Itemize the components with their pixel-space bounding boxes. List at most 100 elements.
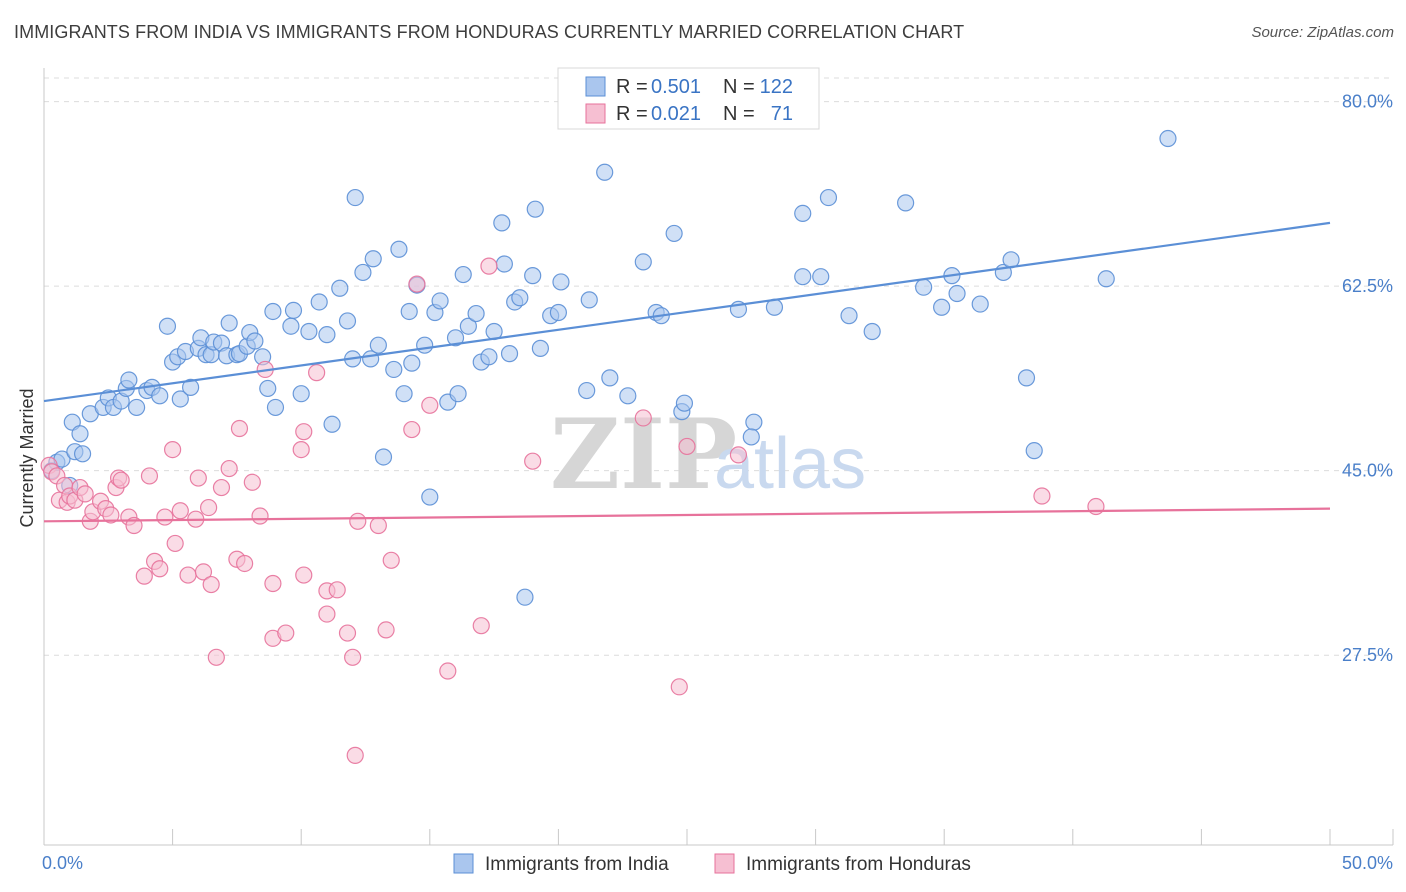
honduras-point (212, 478, 231, 497)
honduras-point (670, 678, 688, 696)
india-point (493, 214, 511, 232)
chart-title: IMMIGRANTS FROM INDIA VS IMMIGRANTS FROM… (14, 22, 965, 42)
india-point (73, 445, 92, 463)
honduras-point (295, 423, 313, 441)
honduras-point (102, 506, 120, 524)
honduras-trend-line (43, 507, 1331, 523)
india-points (43, 129, 1177, 606)
honduras-point (377, 621, 395, 639)
india-point (310, 293, 328, 311)
honduras-n-label: N = (723, 103, 755, 125)
honduras-point (439, 662, 457, 680)
india-point (259, 379, 277, 398)
honduras-swatch (585, 103, 606, 124)
india-point (266, 398, 285, 417)
india-n-label: N = (723, 76, 755, 98)
india-point (897, 194, 915, 212)
honduras-point (277, 624, 295, 642)
honduras-point (230, 419, 249, 438)
honduras-point (189, 469, 207, 487)
india-point (459, 317, 477, 335)
india-point (449, 385, 467, 403)
honduras-point (194, 563, 213, 581)
honduras-point (346, 746, 364, 764)
x-tick-max: 50.0% (1342, 853, 1393, 873)
honduras-point (76, 485, 94, 503)
honduras-r-value: 0.021 (651, 103, 701, 125)
india-point (794, 204, 812, 223)
india-point (403, 354, 421, 372)
india-point (151, 387, 169, 405)
india-r-label: R = (616, 76, 648, 98)
india-point (171, 390, 189, 408)
stats-box: R = 0.501 N = 122 R = 0.021 N = 71 (557, 67, 820, 130)
axes (43, 68, 1394, 846)
india-point (318, 326, 336, 344)
honduras-point (1087, 497, 1105, 516)
honduras-point (179, 566, 197, 584)
y-tick-labels: 27.5% 45.0% 62.5% 80.0% (1342, 92, 1393, 666)
india-point (467, 304, 485, 323)
india-swatch (585, 76, 606, 97)
honduras-point (264, 574, 282, 593)
y-tick-label: 80.0% (1342, 92, 1393, 112)
y-tick-label: 62.5% (1342, 276, 1393, 296)
india-point (374, 448, 393, 466)
honduras-point (1033, 487, 1051, 505)
india-point (158, 317, 177, 335)
india-point (421, 488, 439, 506)
legend-india-swatch (453, 853, 474, 874)
india-point (511, 289, 529, 307)
honduras-point (729, 446, 748, 464)
india-r-value: 0.501 (651, 76, 701, 98)
honduras-point (344, 648, 362, 666)
honduras-point (524, 452, 542, 470)
india-point (220, 314, 238, 332)
honduras-point (207, 648, 225, 666)
india-point (516, 588, 534, 606)
india-point (390, 240, 408, 258)
india-point (454, 265, 472, 284)
india-point (120, 371, 138, 389)
india-point (323, 415, 341, 433)
india-n-value: 122 (760, 76, 793, 98)
y-axis-title: Currently Married (17, 388, 37, 527)
india-point (446, 329, 465, 347)
legend-honduras-label: Immigrants from Honduras (746, 854, 971, 875)
india-point (526, 200, 544, 218)
india-point (300, 322, 318, 341)
honduras-point (243, 473, 261, 491)
india-point (812, 268, 830, 286)
india-point (246, 332, 264, 350)
honduras-point (220, 459, 238, 478)
india-point (675, 394, 694, 412)
india-point (1097, 270, 1115, 288)
honduras-point (328, 581, 346, 599)
watermark-atlas: atlas (714, 424, 866, 504)
india-point (127, 398, 146, 417)
honduras-point (421, 396, 439, 414)
india-point (596, 163, 614, 181)
honduras-point (200, 498, 218, 517)
source-credit: Source: ZipAtlas.com (1251, 24, 1394, 41)
india-point (416, 336, 434, 354)
india-point (395, 385, 413, 403)
india-point (840, 307, 858, 325)
india-point (284, 301, 303, 320)
honduras-point (634, 409, 652, 427)
honduras-r-label: R = (616, 103, 648, 125)
honduras-point (151, 560, 169, 578)
honduras-point (408, 275, 426, 293)
india-point (915, 278, 933, 296)
india-point (549, 303, 568, 322)
honduras-point (308, 364, 326, 382)
india-point (480, 348, 498, 366)
india-point (580, 291, 598, 309)
y-tick-label: 45.0% (1342, 461, 1393, 481)
india-point (292, 385, 310, 403)
honduras-point (295, 566, 313, 584)
india-point (745, 413, 763, 431)
india-point (500, 345, 519, 363)
honduras-point (403, 420, 421, 439)
